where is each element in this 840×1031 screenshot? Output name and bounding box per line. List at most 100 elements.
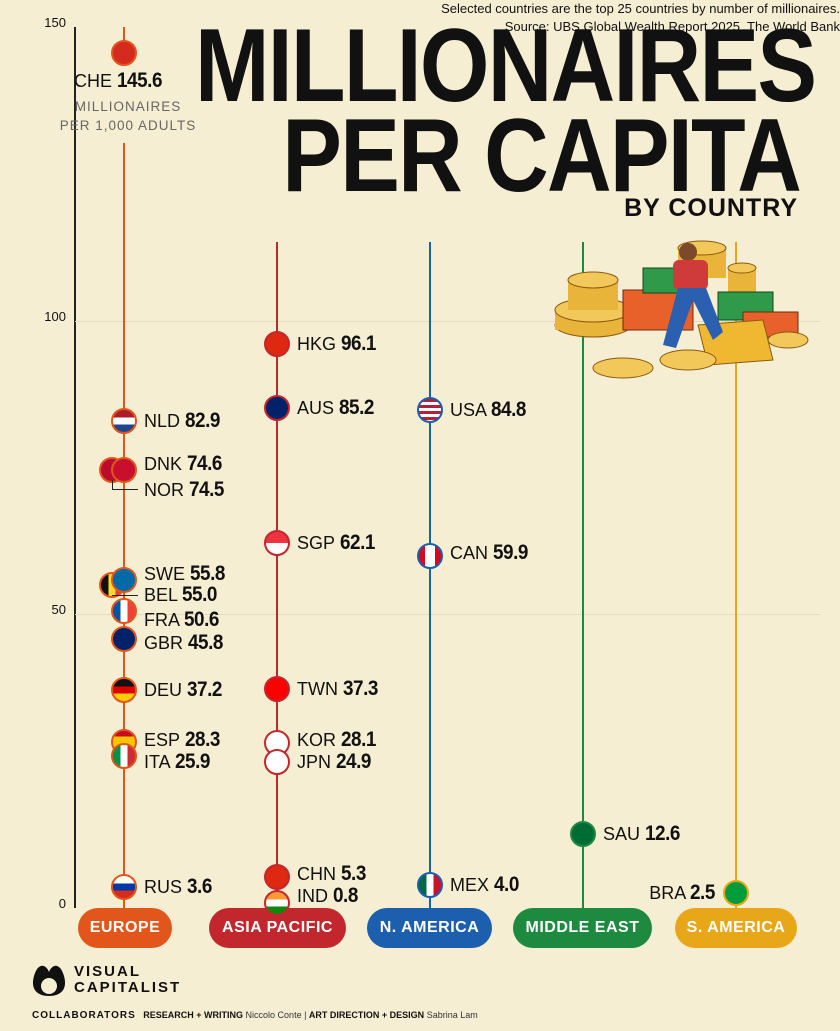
region-pill[interactable]: S. AMERICA (675, 908, 797, 948)
country-code: GBR (144, 633, 184, 653)
data-label: GBR 45.8 (144, 631, 227, 654)
value: 3.6 (187, 874, 212, 898)
data-label: DEU 37.2 (144, 677, 226, 701)
data-label: CHE 145.6 (74, 68, 167, 92)
flag-hkg-icon[interactable] (264, 330, 290, 357)
title-line-2: PER CAPITA (282, 98, 802, 214)
flag-nld-icon[interactable] (111, 408, 137, 435)
y-tick-label: 0 (58, 896, 66, 911)
value: 28.1 (341, 727, 377, 751)
data-label: HKG 96.1 (297, 333, 380, 354)
data-label: DNK 74.6 (144, 453, 226, 474)
data-label: BRA 2.5 (649, 882, 718, 904)
data-label: CHN 5.3 (297, 863, 369, 884)
flag-aus-icon[interactable] (264, 394, 290, 421)
flag-ita-icon[interactable] (111, 742, 137, 769)
country-code: AUS (297, 397, 335, 418)
flag-jpn-icon[interactable] (264, 748, 290, 775)
flag-sgp-icon[interactable] (264, 530, 290, 557)
y-tick-label: 50 (51, 602, 66, 618)
data-label: CAN 59.9 (450, 542, 532, 564)
data-label: SWE 55.8 (144, 562, 229, 586)
design-label: ART DIRECTION + DESIGN (308, 1010, 425, 1020)
flag-sau-icon[interactable] (570, 820, 596, 847)
flag-usa-icon[interactable] (417, 396, 443, 423)
value: 45.8 (188, 631, 224, 654)
flag-dnk-icon[interactable] (111, 456, 137, 483)
flag-swe-icon[interactable] (111, 567, 137, 594)
selection-note: Selected countries are the top 25 countr… (441, 1, 840, 16)
country-code: CHN (297, 863, 336, 884)
country-code: ESP (144, 729, 180, 750)
data-label: ITA 25.9 (144, 749, 214, 773)
country-code: SGP (297, 533, 335, 554)
coins-illustration (554, 240, 809, 379)
data-label: AUS 85.2 (297, 397, 378, 418)
region-line-2 (429, 242, 431, 908)
data-label: MEX 4.0 (450, 874, 522, 895)
value: 50.6 (184, 607, 220, 631)
flag-twn-icon[interactable] (264, 675, 290, 702)
gridline (75, 614, 820, 616)
logo-line-1: VISUAL (74, 963, 142, 980)
flag-rus-icon[interactable] (111, 873, 137, 900)
credits: COLLABORATORS RESEARCH + WRITING Niccolo… (32, 1010, 478, 1021)
country-code: HKG (297, 333, 337, 354)
value: 25.9 (174, 749, 210, 773)
cash-bundles-icon (622, 267, 799, 366)
country-code: JPN (297, 751, 332, 772)
flag-deu-icon[interactable] (111, 676, 137, 703)
research-label: RESEARCH + WRITING (143, 1010, 244, 1020)
region-pill[interactable]: N. AMERICA (367, 908, 492, 948)
y-axis-title: MILLIONAIRES PER 1,000 ADULTS (59, 99, 197, 133)
y-tick-label: 100 (44, 308, 66, 324)
gold-coins-icon (592, 331, 809, 379)
visual-capitalist-logo: VISUAL CAPITALIST (30, 962, 181, 998)
flag-chn-icon[interactable] (264, 863, 290, 890)
logo-line-2: CAPITALIST (74, 979, 182, 996)
data-label: BEL 55.0 (144, 582, 221, 606)
collaborators-label: COLLABORATORS (32, 1010, 136, 1021)
flag-ind-icon[interactable] (264, 890, 290, 917)
flag-mex-icon[interactable] (417, 871, 443, 898)
region-pill[interactable]: MIDDLE EAST (513, 908, 652, 948)
data-label: SGP 62.1 (297, 531, 379, 555)
region-pill[interactable]: EUROPE (78, 908, 172, 948)
value: 37.2 (187, 677, 223, 701)
flag-can-icon[interactable] (417, 543, 443, 570)
y-axis-line (74, 27, 76, 908)
flag-bra-icon[interactable] (723, 880, 749, 907)
region-line-1 (276, 242, 278, 908)
value: 28.3 (184, 727, 220, 751)
value: 82.9 (185, 409, 221, 433)
value: 55.8 (190, 562, 226, 586)
value: 74.5 (189, 478, 225, 502)
value: 145.6 (117, 68, 163, 92)
region-line-4 (735, 242, 737, 908)
country-code: CHE (74, 70, 113, 91)
country-code: BEL (144, 584, 178, 605)
data-label: RUS 3.6 (144, 874, 215, 898)
flag-gbr-icon[interactable] (111, 626, 137, 652)
value: 55.0 (182, 582, 218, 606)
data-label: SAU 12.6 (603, 823, 684, 844)
country-code: CAN (450, 543, 489, 564)
flag-fra-icon[interactable] (111, 597, 137, 624)
data-label: IND 0.8 (297, 884, 361, 908)
value: 0.8 (333, 884, 358, 908)
region-line-3 (582, 242, 584, 908)
flag-che-icon[interactable] (111, 39, 137, 66)
gridline (75, 320, 820, 322)
value: 62.1 (339, 531, 375, 555)
logo-icon (32, 965, 66, 996)
source-note: Source: UBS Global Wealth Report 2025, T… (504, 19, 840, 34)
footnote: Selected countries are the top 25 countr… (0, 0, 840, 36)
country-code: ITA (144, 751, 170, 772)
research-name: Niccolo Conte (245, 1010, 302, 1020)
data-label: ESP 28.3 (144, 727, 224, 751)
leader-line (112, 480, 138, 491)
data-label: JPN 24.9 (297, 751, 375, 772)
title-line-1: MILLIONAIRES (194, 8, 817, 124)
country-code: TWN (297, 678, 338, 699)
country-code: BRA (649, 883, 686, 904)
